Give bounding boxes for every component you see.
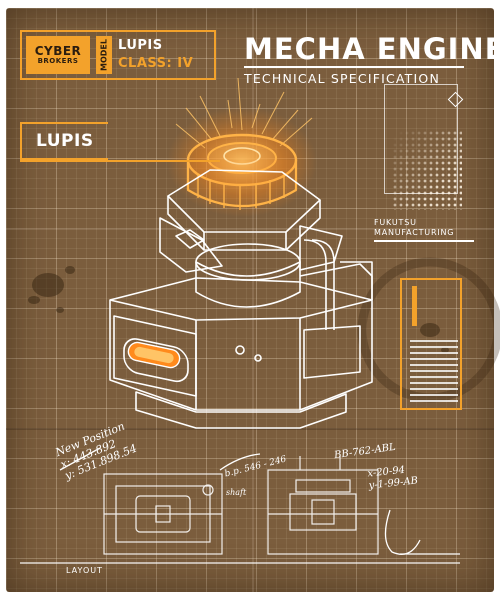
title-divider: [244, 66, 464, 68]
indicator-bar: [412, 286, 417, 326]
reactor-glow: [167, 77, 317, 217]
indicator-panel: [400, 278, 462, 410]
manufacturer-label: FUKUTSU MANUFACTURING: [374, 218, 454, 237]
model-label: MODEL: [96, 36, 112, 74]
manufacturer-line2: MANUFACTURING: [374, 227, 455, 237]
fold-line-horizontal: [6, 228, 494, 230]
striped-gauge: [410, 338, 458, 402]
annotation-arrows: [59, 447, 460, 555]
note-shaft: shaft: [226, 488, 247, 497]
engine-body: [109, 133, 373, 429]
brand-name-line2: BROKERS: [37, 56, 79, 65]
brand-logo: CYBER BROKERS: [26, 36, 90, 74]
energy-slot: [127, 341, 181, 369]
brand-name-line1: CYBER: [34, 44, 82, 59]
layout-divider: [20, 562, 460, 564]
model-badge: CYBER BROKERS MODEL LUPIS CLASS: IV: [20, 30, 216, 80]
manufacturer-line1: FUKUTSU: [374, 218, 417, 227]
layout-schematic-left: [103, 473, 223, 555]
layout-label: LAYOUT: [66, 566, 103, 575]
layout-schematic-right: [267, 456, 379, 555]
manufacturer-divider: [374, 240, 474, 242]
name-tag-divider: [20, 160, 220, 162]
engine-name-tag: LUPIS: [20, 122, 108, 160]
fold-line-horizontal-lower: [6, 428, 494, 430]
model-name: LUPIS: [118, 38, 163, 53]
page-subtitle: TECHNICAL SPECIFICATION: [244, 71, 440, 86]
ink-stains: [28, 266, 449, 353]
fold-line-vertical: [252, 8, 254, 592]
page-title: MECHA ENGINE: [244, 32, 500, 66]
halftone-pattern: [392, 130, 462, 210]
model-class: CLASS: IV: [118, 56, 194, 71]
